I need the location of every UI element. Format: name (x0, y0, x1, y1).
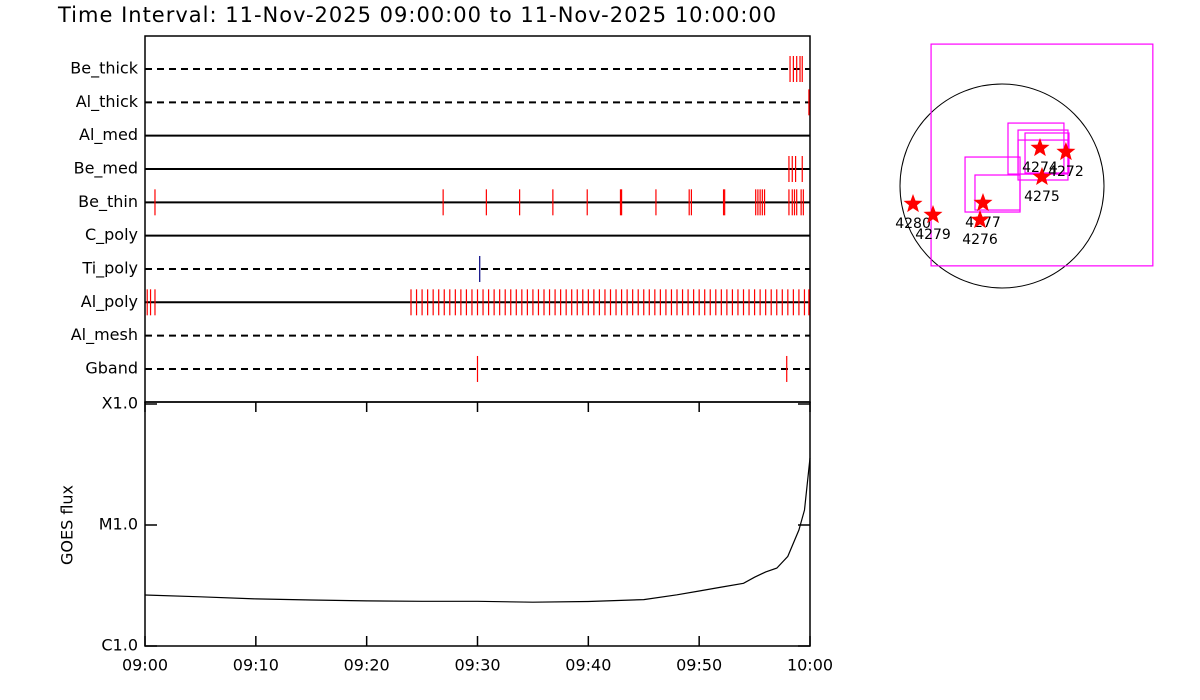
goes-line (144, 457, 811, 603)
fov-box (974, 174, 1021, 211)
region-star (1030, 138, 1050, 157)
timeline-frame (144, 35, 811, 403)
x-tick-label: 09:30 (454, 656, 500, 675)
x-tick-label: 09:00 (122, 656, 168, 675)
x-tick-label: 09:50 (676, 656, 722, 675)
region-star (970, 210, 990, 229)
x-tick-label: 09:20 (344, 656, 390, 675)
row-label: Ti_poly (81, 258, 138, 278)
region-star (903, 194, 923, 213)
row-label: Gband (85, 358, 138, 377)
solar-disk (899, 83, 1105, 289)
x-tick-label: 10:00 (787, 656, 833, 675)
row-label: C_poly (85, 225, 138, 245)
x-tick-label: 09:10 (233, 656, 279, 675)
y-axis-label: GOES flux (58, 485, 77, 565)
region-star (1032, 167, 1052, 185)
chart-title: Time Interval: 11-Nov-2025 09:00:00 to 1… (57, 3, 777, 27)
x-tick-label: 09:40 (565, 656, 611, 675)
row-label: Al_mesh (71, 325, 138, 345)
row-label: Al_poly (81, 292, 138, 312)
row-label: Al_thick (76, 92, 139, 112)
row-label: Be_thick (70, 59, 138, 79)
region-label: 4280 (895, 216, 931, 232)
region-star (1056, 142, 1076, 161)
region-label: 4275 (1024, 189, 1060, 205)
row-label: Be_thin (78, 192, 138, 212)
row-label: Be_med (74, 158, 138, 178)
region-star (923, 205, 943, 224)
y-tick-label: X1.0 (102, 394, 138, 413)
y-tick-label: M1.0 (99, 515, 138, 534)
region-label: 4274 (1022, 160, 1058, 176)
region-label: 4272 (1048, 164, 1084, 180)
region-label: 4276 (962, 232, 998, 248)
fov-box (964, 156, 1021, 213)
region-label: 4279 (915, 227, 951, 243)
fov-box (930, 43, 1154, 267)
region-star (973, 193, 993, 212)
goes-frame (144, 401, 811, 647)
y-tick-label: C1.0 (101, 636, 138, 655)
row-label: Al_med (79, 125, 138, 145)
